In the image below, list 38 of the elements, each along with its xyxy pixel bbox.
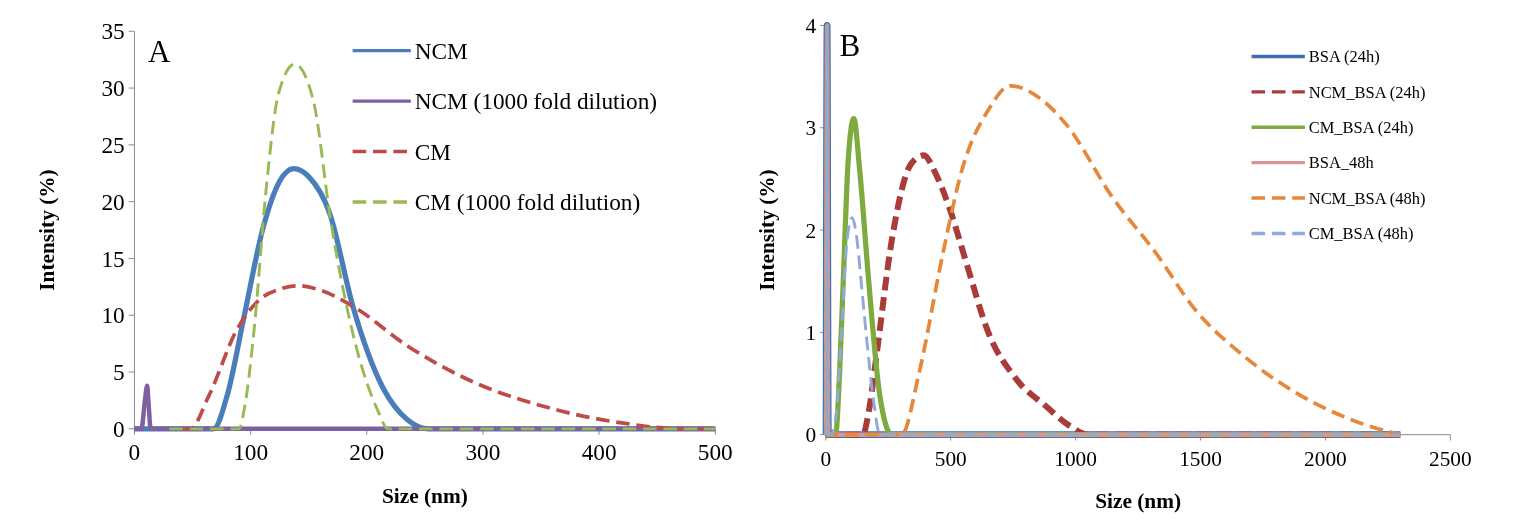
y-axis-title: Intensity (%) bbox=[34, 169, 59, 291]
x-tick-label: 300 bbox=[465, 438, 501, 465]
y-tick-label: 5 bbox=[113, 359, 125, 386]
y-axis-title: Intensity (%) bbox=[755, 169, 780, 291]
chart-title: B bbox=[839, 28, 861, 64]
y-tick-label: 25 bbox=[101, 132, 125, 159]
legend-label: BSA_48h bbox=[1308, 153, 1375, 173]
x-tick-label: 2500 bbox=[1428, 446, 1472, 471]
x-tick-label: 1000 bbox=[1054, 446, 1097, 471]
legend-label: CM_BSA (48h) bbox=[1308, 224, 1414, 244]
x-axis-title: Size (nm) bbox=[381, 483, 468, 508]
y-tick-label: 30 bbox=[101, 75, 125, 102]
legend-label: CM_BSA (24h) bbox=[1308, 118, 1414, 138]
y-tick-label: 10 bbox=[101, 302, 125, 329]
chart-title: A bbox=[148, 34, 172, 70]
y-tick-label: 3 bbox=[805, 116, 817, 141]
legend-label: NCM bbox=[414, 37, 468, 64]
x-tick-label: 200 bbox=[349, 438, 385, 465]
x-tick-label: 500 bbox=[934, 446, 967, 471]
x-tick-label: 400 bbox=[581, 438, 617, 465]
y-tick-label: 1 bbox=[805, 320, 817, 345]
y-tick-label: 2 bbox=[805, 218, 817, 243]
x-axis-title: Size (nm) bbox=[1095, 489, 1182, 514]
legend-label: CM (1000 fold dilution) bbox=[414, 189, 641, 216]
legend-label: NCM_BSA (24h) bbox=[1308, 82, 1426, 102]
legend-label: BSA (24h) bbox=[1308, 47, 1380, 67]
x-tick-label: 1500 bbox=[1179, 446, 1222, 471]
legend-label: NCM_BSA (48h) bbox=[1308, 188, 1426, 208]
x-tick-label: 100 bbox=[233, 438, 269, 465]
legend-label: CM bbox=[414, 138, 451, 165]
y-tick-label: 4 bbox=[805, 13, 817, 38]
legend-label: NCM (1000 fold dilution) bbox=[414, 88, 658, 115]
x-tick-label: 2000 bbox=[1304, 446, 1347, 471]
y-tick-label: 20 bbox=[101, 188, 125, 215]
y-tick-label: 15 bbox=[101, 245, 125, 272]
y-tick-label: 35 bbox=[101, 18, 125, 45]
x-tick-label: 500 bbox=[697, 438, 733, 465]
y-tick-label: 0 bbox=[113, 415, 125, 442]
